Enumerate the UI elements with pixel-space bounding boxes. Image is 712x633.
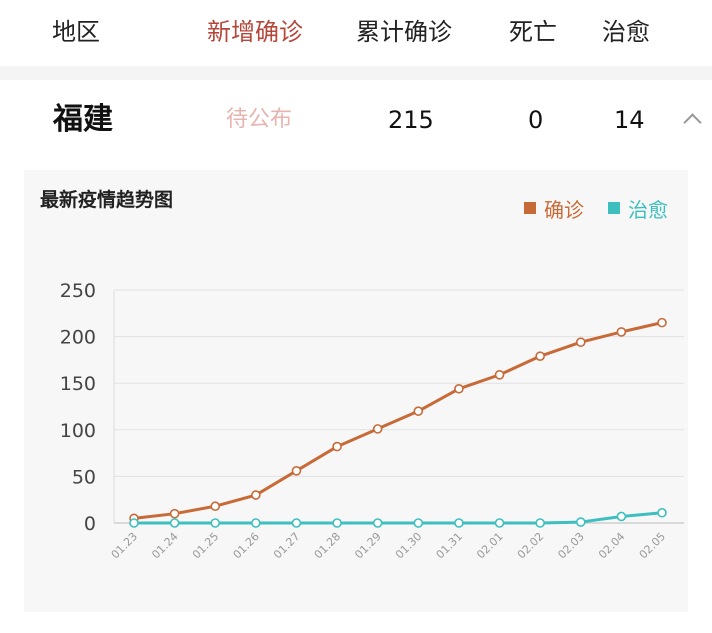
x-tick-label: 01.23 [109, 530, 140, 561]
data-point-confirmed [494, 370, 505, 380]
trend-line-chart: 0 50 100 150 200 250 01.23 01.24 01.25 01.26 01.27… [60, 280, 684, 561]
data-point-confirmed [575, 337, 586, 347]
x-tick-label: 01.29 [352, 530, 383, 561]
data-point-cured [575, 517, 586, 527]
row-region: 福建 [53, 102, 113, 137]
data-point-confirmed [454, 383, 464, 394]
legend-swatch-confirmed [524, 202, 536, 214]
legend-swatch-cured [608, 202, 620, 214]
x-tick-label: 01.26 [231, 530, 262, 561]
x-tick-label: 01.31 [434, 530, 465, 561]
x-tick-label: 02.04 [596, 530, 627, 561]
data-point-cured [657, 507, 667, 518]
header-deaths[interactable]: 死亡 [509, 18, 557, 46]
header-new-confirmed[interactable]: 新增确诊 [207, 18, 303, 46]
header-cured[interactable]: 治愈 [602, 18, 650, 46]
data-point-cured [616, 511, 627, 522]
header-region[interactable]: 地区 [52, 18, 100, 46]
legend-label-cured: 治愈 [628, 197, 668, 222]
row-deaths: 0 [528, 106, 544, 134]
data-point-cured [372, 518, 383, 528]
x-tick-label: 01.27 [271, 530, 302, 561]
trend-chart-card: 最新疫情趋势图 确诊 治愈 0 50 100 150 200 250 01.23 01.24 0… [24, 170, 688, 612]
row-new-confirmed: 待公布 [226, 107, 293, 132]
data-point-confirmed [413, 406, 424, 416]
legend-label-confirmed: 确诊 [544, 197, 584, 222]
data-point-cured [169, 518, 180, 528]
series-line-confirmed [132, 321, 664, 520]
data-point-confirmed [251, 490, 261, 500]
data-point-confirmed [616, 327, 627, 337]
x-tick-label: 02.05 [637, 530, 668, 561]
data-point-cured [413, 518, 424, 528]
data-point-cured [210, 518, 221, 528]
row-total-confirmed: 215 [388, 106, 434, 134]
y-tick-label: 200 [60, 327, 96, 349]
data-point-cured [291, 518, 302, 528]
chart-title: 最新疫情趋势图 [40, 189, 174, 211]
y-tick-label: 0 [84, 513, 96, 535]
y-tick-label: 150 [60, 373, 96, 395]
data-point-confirmed [169, 508, 180, 519]
data-point-confirmed [332, 441, 342, 452]
x-tick-label: 01.25 [190, 530, 221, 561]
row-cured: 14 [614, 106, 645, 134]
x-tick-label: 02.02 [515, 530, 546, 561]
table-header: 地区 新增确诊 累计确诊 死亡 治愈 [0, 0, 712, 66]
x-tick-label: 01.30 [393, 530, 424, 561]
legend-item-cured[interactable]: 治愈 [608, 194, 668, 222]
series-line-cured [132, 511, 664, 525]
y-tick-label: 50 [72, 466, 96, 488]
table-row[interactable]: 福建 待公布 215 0 14 [0, 80, 712, 166]
x-tick-label: 01.24 [149, 530, 180, 561]
data-point-confirmed [210, 501, 221, 512]
header-total-confirmed[interactable]: 累计确诊 [356, 18, 452, 46]
data-point-confirmed [372, 424, 383, 434]
data-point-cured [494, 518, 505, 528]
x-tick-label: 02.03 [555, 530, 586, 561]
y-tick-label: 100 [60, 420, 96, 442]
data-point-cured [129, 518, 139, 528]
data-point-cured [454, 518, 464, 528]
data-point-cured [251, 518, 261, 528]
divider [0, 66, 712, 80]
legend-item-confirmed[interactable]: 确诊 [524, 194, 584, 222]
x-tick-label: 02.01 [474, 530, 505, 561]
y-tick-label: 250 [60, 280, 96, 302]
x-tick-label: 01.28 [312, 530, 343, 561]
data-point-cured [332, 518, 342, 528]
data-point-confirmed [535, 351, 545, 361]
data-point-confirmed [291, 466, 302, 476]
data-point-confirmed [657, 317, 667, 328]
data-point-cured [535, 518, 545, 528]
